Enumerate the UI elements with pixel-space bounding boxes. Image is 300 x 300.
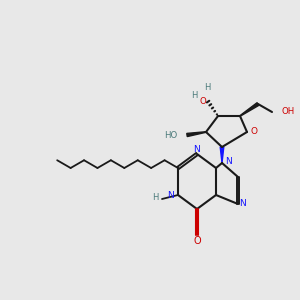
Text: H: H	[152, 194, 158, 202]
Text: N: N	[194, 145, 200, 154]
Text: H: H	[191, 92, 197, 100]
Text: O: O	[193, 236, 201, 246]
Text: HO: HO	[164, 130, 177, 140]
Text: O: O	[200, 98, 206, 106]
Polygon shape	[220, 147, 224, 163]
Text: N: N	[240, 200, 246, 208]
Text: N: N	[168, 190, 174, 200]
Polygon shape	[240, 103, 259, 116]
Text: O: O	[250, 128, 257, 136]
Text: H: H	[204, 83, 210, 92]
Text: OH: OH	[282, 106, 295, 116]
Polygon shape	[187, 132, 206, 136]
Text: N: N	[226, 158, 232, 166]
